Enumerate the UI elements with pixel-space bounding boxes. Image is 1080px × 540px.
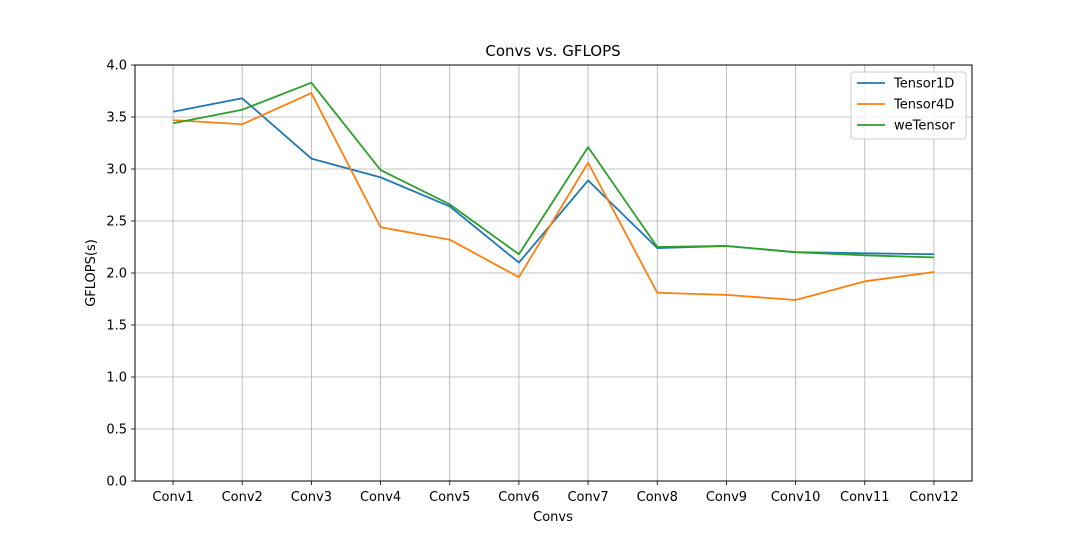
x-tick-label: Conv6 (498, 490, 539, 505)
y-tick-label: 3.0 (106, 163, 127, 178)
y-tick-label: 0.5 (106, 423, 127, 438)
grid-lines (135, 64, 972, 482)
series-lines (172, 81, 935, 301)
x-tick-label: Conv11 (840, 490, 890, 505)
y-tick-label: 1.5 (106, 319, 127, 334)
y-tick-label: 3.5 (106, 111, 127, 126)
y-tick-label: 2.0 (106, 267, 127, 282)
y-axis-title: GFLOPS(s) (84, 239, 99, 307)
legend-box (850, 71, 967, 140)
y-axis-ticks: 0.0 0.5 1.0 1.5 2.0 2.5 3.0 3.5 4.0 (106, 59, 135, 490)
y-tick-label: 4.0 (106, 59, 127, 74)
x-axis-title: Convs (533, 510, 573, 525)
legend-label-tensor1d: Tensor1D (893, 77, 954, 92)
x-tick-label: Conv5 (429, 490, 470, 505)
x-tick-label: Conv1 (152, 490, 193, 505)
x-tick-label: Conv7 (567, 490, 608, 505)
x-tick-label: Conv2 (222, 490, 263, 505)
x-tick-label: Conv4 (360, 490, 401, 505)
series-line-wetensor (172, 81, 934, 259)
x-axis-ticks: Conv1 Conv2 Conv3 Conv4 Conv5 Conv6 Conv7 Conv8… (152, 481, 959, 505)
legend-label-wetensor: weTensor (894, 119, 955, 134)
x-tick-label: Conv9 (706, 490, 747, 505)
y-tick-label: 0.0 (106, 475, 127, 490)
legend-label-tensor4d: Tensor4D (893, 98, 954, 113)
chart-title: Convs vs. GFLOPS (485, 42, 620, 60)
x-tick-label: Conv3 (291, 490, 332, 505)
series-line-tensor1d (172, 97, 934, 264)
x-tick-label: Conv8 (637, 490, 678, 505)
y-tick-label: 2.5 (106, 215, 127, 230)
y-tick-label: 1.0 (106, 371, 127, 386)
x-tick-label: Conv12 (909, 490, 959, 505)
series-line-tensor4d (172, 92, 935, 301)
x-tick-label: Conv10 (771, 490, 821, 505)
legend: Tensor1D Tensor4D weTensor (850, 71, 967, 140)
